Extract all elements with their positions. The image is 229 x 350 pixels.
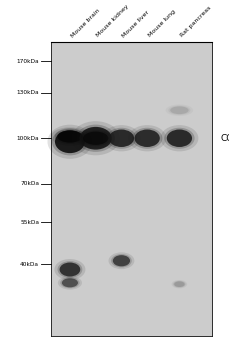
Ellipse shape (80, 130, 110, 146)
Ellipse shape (111, 254, 131, 267)
Bar (50, 42, 211, 336)
Ellipse shape (108, 130, 134, 147)
Ellipse shape (83, 132, 108, 145)
Ellipse shape (169, 106, 188, 114)
Text: 55kDa: 55kDa (20, 220, 39, 225)
Ellipse shape (131, 128, 162, 149)
Ellipse shape (47, 125, 92, 159)
Ellipse shape (166, 130, 191, 147)
Ellipse shape (102, 125, 140, 151)
Text: Mouse liver: Mouse liver (121, 9, 150, 38)
Ellipse shape (54, 259, 85, 280)
Ellipse shape (52, 128, 87, 155)
Ellipse shape (60, 277, 79, 288)
Ellipse shape (172, 281, 185, 288)
Text: COG4: COG4 (220, 134, 229, 143)
Ellipse shape (76, 128, 114, 148)
Ellipse shape (134, 130, 159, 147)
Text: 40kDa: 40kDa (20, 262, 39, 267)
Ellipse shape (160, 125, 198, 151)
Text: Mouse brain: Mouse brain (70, 8, 100, 38)
Ellipse shape (51, 127, 88, 146)
Ellipse shape (174, 281, 184, 287)
Ellipse shape (165, 104, 192, 116)
Ellipse shape (112, 255, 130, 266)
Text: Mouse lung: Mouse lung (147, 9, 175, 38)
Ellipse shape (55, 129, 85, 144)
Ellipse shape (57, 131, 82, 143)
Ellipse shape (128, 125, 165, 151)
Ellipse shape (164, 128, 194, 149)
Ellipse shape (57, 261, 82, 278)
Text: Mouse kidney: Mouse kidney (95, 4, 129, 39)
Ellipse shape (59, 262, 80, 276)
Ellipse shape (79, 127, 111, 150)
Ellipse shape (76, 125, 114, 152)
Text: 70kDa: 70kDa (20, 181, 39, 186)
Ellipse shape (168, 106, 190, 115)
Ellipse shape (106, 128, 136, 149)
Ellipse shape (57, 276, 82, 290)
Text: Rat pancreas: Rat pancreas (179, 6, 211, 38)
Ellipse shape (108, 252, 134, 269)
Ellipse shape (62, 278, 78, 287)
Ellipse shape (171, 280, 186, 288)
Text: 100kDa: 100kDa (16, 136, 39, 141)
Text: 170kDa: 170kDa (16, 59, 39, 64)
Ellipse shape (55, 131, 85, 153)
Ellipse shape (71, 121, 119, 155)
Text: 130kDa: 130kDa (16, 90, 39, 95)
